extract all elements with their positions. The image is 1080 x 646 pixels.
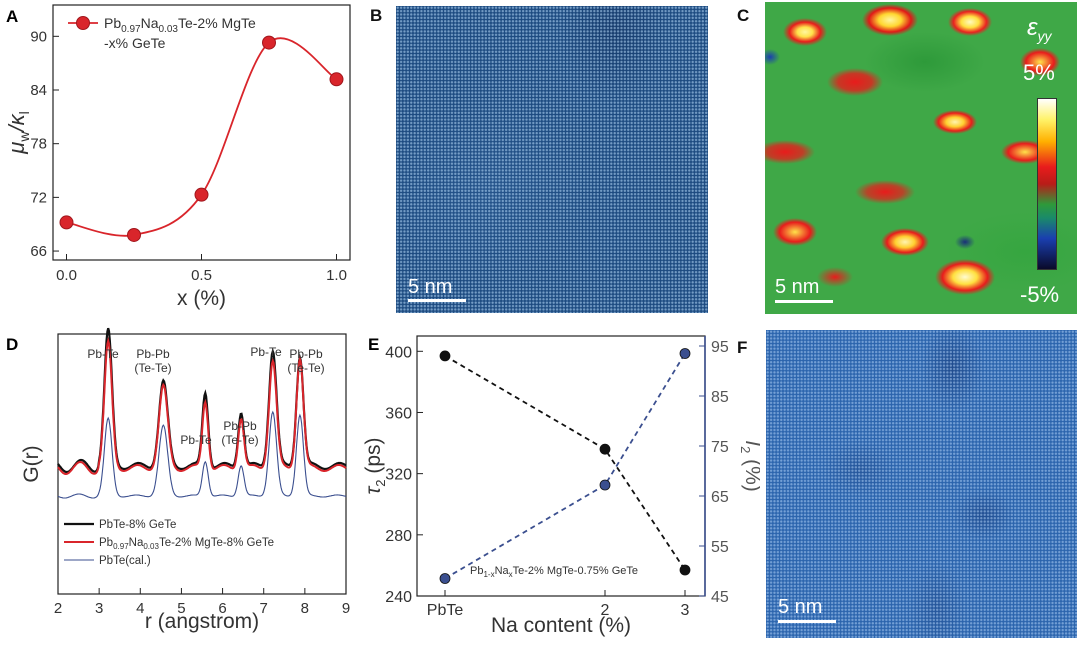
colorbar-min-label: -5% <box>1020 282 1060 307</box>
y-tick-label-right: 85 <box>711 389 729 406</box>
y-tick-label: 66 <box>30 243 47 260</box>
y-tick-label: 78 <box>30 136 47 153</box>
data-point <box>439 350 451 362</box>
axes-frame <box>52 4 351 261</box>
panel-label-c: C <box>737 6 750 25</box>
peak-label-line2: (Te-Te) <box>134 361 171 375</box>
y-tick-label-right: 45 <box>711 589 729 606</box>
legend-label-line2: -x% GeTe <box>104 35 166 51</box>
x-tick-label: 5 <box>177 600 185 617</box>
y-tick-label-right: 55 <box>711 539 729 556</box>
x-axis-label: r (angstrom) <box>145 610 259 633</box>
peak-label: Pb-Te <box>87 347 119 361</box>
x-tick-label: 2 <box>54 600 62 617</box>
y-tick-label-left: 400 <box>385 344 412 361</box>
legend-label: PbTe(cal.) <box>99 555 151 567</box>
data-point <box>599 443 611 455</box>
series-line <box>66 37 338 237</box>
x-tick-label: 4 <box>136 600 144 617</box>
data-point <box>329 72 344 87</box>
chart-e: E 240 280 320 360 400 45 55 65 75 85 95 PbTe 2 3 Na con… <box>362 335 764 637</box>
x-tick-label: 0.0 <box>56 267 77 284</box>
colorbar-title: εyy <box>1027 14 1052 44</box>
data-point <box>439 573 451 584</box>
data-point <box>262 35 276 50</box>
scale-bar-label-c: 5 nm <box>775 276 820 298</box>
x-tick-label: 2 <box>601 602 610 619</box>
peak-label-line2: (Te-Te) <box>287 361 324 375</box>
peak-label: Pb-Pb <box>223 419 257 433</box>
series-line <box>444 353 686 580</box>
data-point <box>59 215 74 230</box>
scale-bar-label-f: 5 nm <box>778 596 823 618</box>
panel-label-f: F <box>737 338 748 357</box>
y-tick-label-right: 65 <box>711 489 729 506</box>
colorbar <box>1037 98 1057 270</box>
scale-bar-label-b: 5 nm <box>408 276 453 298</box>
y-tick-label-right: 95 <box>711 339 729 356</box>
x-tick-label: 1.0 <box>326 267 347 284</box>
legend-marker <box>76 16 90 30</box>
annotation-label: Pb1-xNaxTe-2% MgTe-0.75% GeTe <box>470 565 638 579</box>
series-line-na-mgte-8-gete <box>57 336 347 475</box>
y-tick-label-left: 280 <box>385 528 412 545</box>
legend-label: Pb0.97Na0.03Te-2% MgTe <box>104 15 256 35</box>
y-tick-label-left: 320 <box>385 467 412 484</box>
x-axis-label: x (%) <box>177 287 226 310</box>
y-axis-label: G(r) <box>20 445 43 482</box>
y-tick-label: 72 <box>30 189 47 206</box>
panel-e: E 240 280 320 360 400 45 55 65 75 85 95 PbTe 2 3 Na con… <box>360 326 764 641</box>
x-tick-label: 8 <box>301 600 309 617</box>
stem-image-b: 5 nm <box>396 6 708 313</box>
legend-label: Pb0.97Na0.03Te-2% MgTe-8% GeTe <box>99 537 274 551</box>
y-axis-label-left: τ2 (ps) <box>362 437 388 494</box>
data-point <box>127 227 141 242</box>
chart-a: A 0.0 0.5 1.0 66 72 78 84 90 x (%) μw/κl Pb0.97Na0.… <box>4 4 351 310</box>
panel-label-e: E <box>368 335 379 354</box>
y-tick-label: 84 <box>30 82 47 99</box>
panel-label-b: B <box>370 6 383 25</box>
panel-label-a: A <box>6 7 18 26</box>
x-tick-label: 3 <box>681 602 690 619</box>
panel-a: A 0.0 0.5 1.0 66 72 78 84 90 x (%) μw/κl Pb0.97Na0.… <box>0 0 360 320</box>
x-axis-label: Na content (%) <box>491 614 631 637</box>
y-tick-label-left: 360 <box>385 405 412 422</box>
peak-label: Pb-Pb <box>136 347 170 361</box>
x-tick-label: 3 <box>95 600 103 617</box>
axes-frame <box>416 335 706 597</box>
chart-d: D2 3 4 5 6 7 8 9r (angstrom)G(r)Pb-Te Pb-Pb(Te-T… <box>6 327 350 633</box>
colorbar-max-label: 5% <box>1023 60 1055 85</box>
x-tick-label: 6 <box>218 600 226 617</box>
stem-image-f: 5 nm <box>766 330 1077 638</box>
peak-label: Pb-Te <box>250 345 282 359</box>
peak-label: Pb-Pb <box>289 347 323 361</box>
y-tick-label-right: 75 <box>711 439 729 456</box>
series-line <box>444 355 686 571</box>
legend-label: PbTe-8% GeTe <box>99 519 176 531</box>
y-tick-label: 90 <box>30 28 47 45</box>
series-line-pbte-cal <box>57 410 347 499</box>
y-axis-label: μw/κl <box>4 111 32 154</box>
data-point <box>679 348 691 359</box>
scale-bar-f <box>778 620 836 623</box>
scale-bar-b <box>408 299 466 302</box>
x-tick-label: 9 <box>342 600 350 617</box>
peak-label: Pb-Te <box>180 433 212 447</box>
x-tick-label: 0.5 <box>191 267 212 284</box>
panel-label-d: D <box>6 335 18 354</box>
y-tick-label-left: 240 <box>385 589 412 606</box>
peak-label-line2: (Te-Te) <box>221 433 258 447</box>
y-axis-label-right: I2 (%) <box>738 440 760 492</box>
strain-map-c: εyy 5% -5% 5 nm <box>765 2 1077 314</box>
scale-bar-c <box>775 300 833 303</box>
data-point <box>194 187 209 202</box>
x-tick-label: PbTe <box>427 602 464 619</box>
data-point <box>679 564 691 576</box>
data-point <box>599 479 611 491</box>
x-tick-label: 7 <box>260 600 268 617</box>
